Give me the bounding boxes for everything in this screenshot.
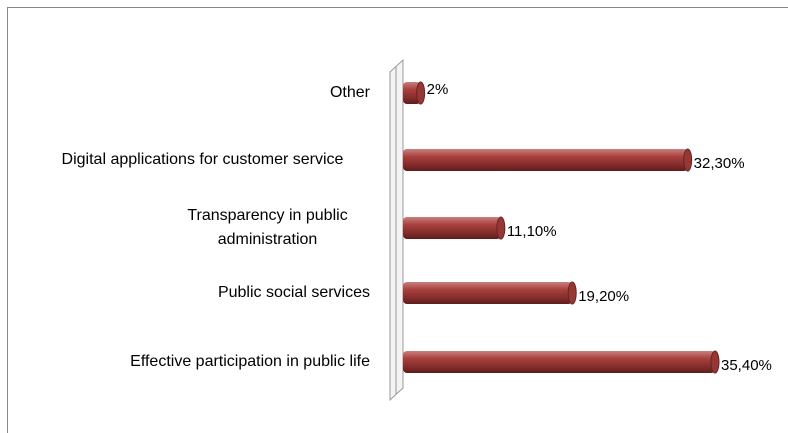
category-label: Other [330,53,370,133]
value-label: 35,40% [721,357,772,374]
chart-border [7,7,788,433]
bar [403,81,426,105]
bar-cap [710,350,720,374]
bar-body [403,149,688,171]
bar [403,350,720,374]
category-text: Other [329,84,370,101]
bar [403,216,506,240]
category-label: Transparency in public administration [165,188,370,268]
category-text: Digital applications for customer servic… [61,151,344,168]
category-text: Public social services [217,284,370,301]
category-label: Digital applications for customer servic… [35,120,370,200]
bar-body [403,217,501,239]
category-text: Effective participation in public life [130,353,370,370]
category-label: Effective participation in public life [130,322,370,402]
bar [403,148,693,172]
value-label: 32,30% [694,155,745,172]
value-label: 11,10% [507,223,557,240]
bar-cap [683,148,693,172]
category-text: Transparency in public administration [187,207,348,248]
value-label: 19,20% [578,288,629,305]
bar-cap [567,281,577,305]
bar-cap [496,216,506,240]
category-label: Public social services [218,253,370,333]
bar-body [403,351,715,373]
value-label: 2% [427,81,449,98]
bar [403,281,577,305]
bar-cap [416,81,426,105]
bar-body [403,82,421,104]
wall-edge [389,66,397,400]
bar-body [403,282,573,304]
